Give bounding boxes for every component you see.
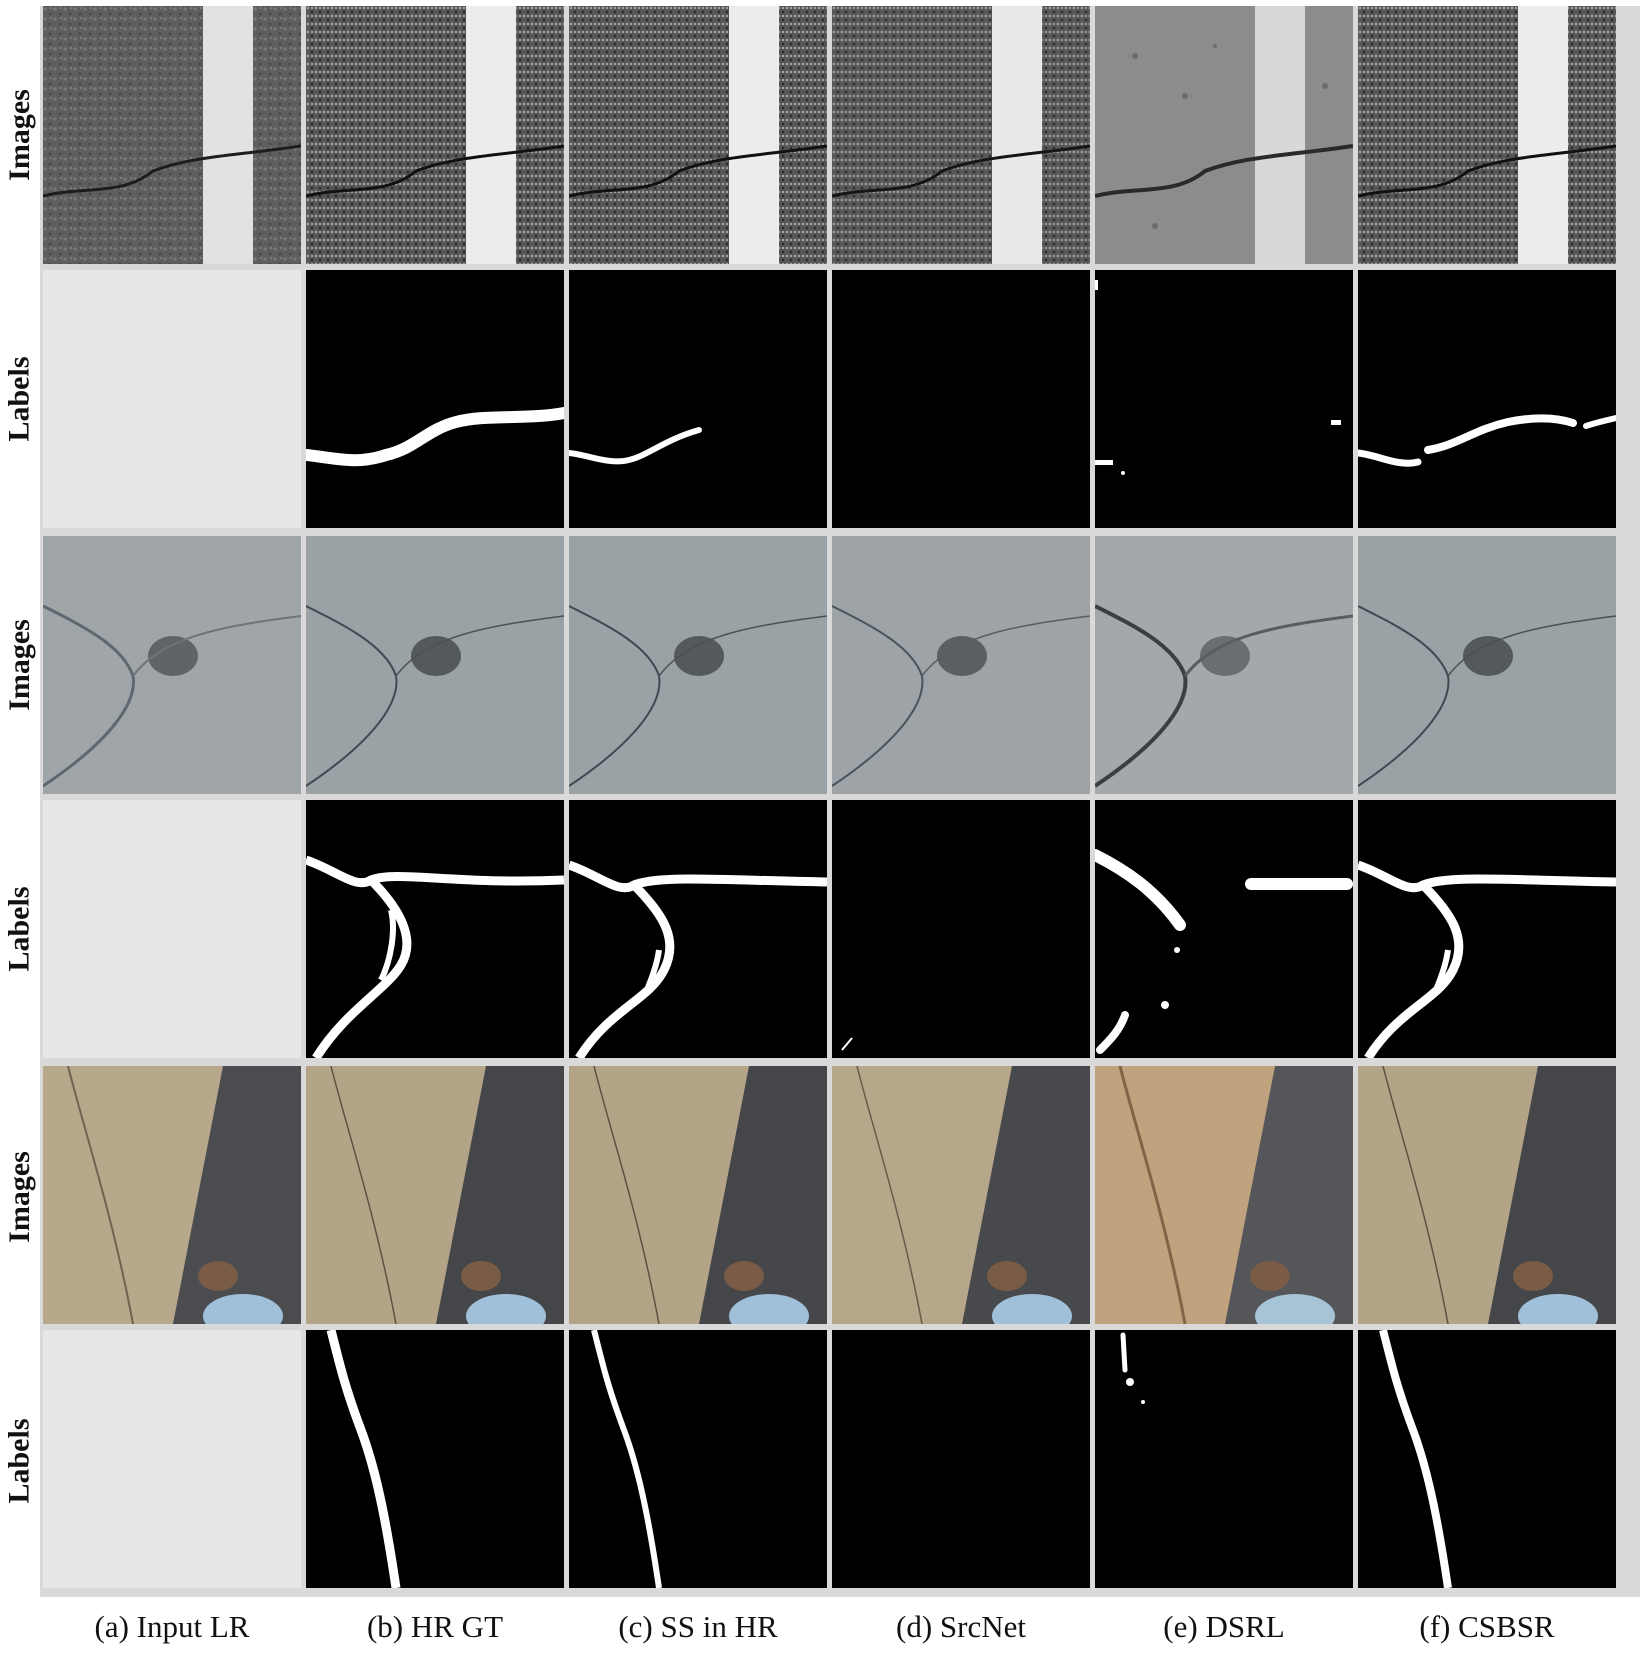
label-g3-input-lr-empty bbox=[43, 1330, 301, 1588]
caption-input-lr: (a) Input LR bbox=[94, 1609, 250, 1644]
image-g1-dsrl bbox=[1095, 6, 1353, 264]
label-g1-dsrl bbox=[1095, 270, 1353, 528]
label-g1-srcnet bbox=[832, 270, 1090, 528]
label-g3-ss-in-hr bbox=[569, 1330, 827, 1588]
label-g2-dsrl bbox=[1095, 800, 1353, 1058]
image-g3-hr-gt bbox=[306, 1066, 564, 1324]
figure-grid bbox=[40, 6, 1640, 1597]
label-g2-input-lr-empty bbox=[43, 800, 301, 1058]
image-g3-dsrl bbox=[1095, 1066, 1353, 1324]
image-g2-csbsr bbox=[1358, 536, 1616, 794]
label-g2-csbsr bbox=[1358, 800, 1616, 1058]
row-label-images-3: Images bbox=[3, 1151, 36, 1243]
row-label-images-2: Images bbox=[3, 619, 36, 711]
label-g2-srcnet bbox=[832, 800, 1090, 1058]
image-g3-ss-in-hr bbox=[569, 1066, 827, 1324]
row-label-images-1: Images bbox=[3, 89, 36, 181]
image-g3-csbsr bbox=[1358, 1066, 1616, 1324]
row-label-labels-2: Labels bbox=[3, 886, 36, 972]
image-g1-csbsr bbox=[1358, 6, 1616, 264]
caption-ss-in-hr: (c) SS in HR bbox=[618, 1609, 778, 1644]
image-g2-hr-gt bbox=[306, 536, 564, 794]
image-g3-input-lr bbox=[43, 1066, 301, 1324]
image-g1-srcnet bbox=[832, 6, 1090, 264]
caption-srcnet: (d) SrcNet bbox=[896, 1609, 1026, 1644]
image-g2-input-lr bbox=[43, 536, 301, 794]
image-g1-hr-gt bbox=[306, 6, 564, 264]
caption-hr-gt: (b) HR GT bbox=[366, 1609, 504, 1644]
image-g2-ss-in-hr bbox=[569, 536, 827, 794]
label-g1-csbsr bbox=[1358, 270, 1616, 528]
label-g3-dsrl bbox=[1095, 1330, 1353, 1588]
image-g2-dsrl bbox=[1095, 536, 1353, 794]
caption-dsrl: (e) DSRL bbox=[1163, 1609, 1285, 1644]
image-g3-srcnet bbox=[832, 1066, 1090, 1324]
label-g1-input-lr-empty bbox=[43, 270, 301, 528]
row-label-labels-3: Labels bbox=[3, 1418, 36, 1504]
image-g1-input-lr bbox=[43, 6, 301, 264]
label-g3-csbsr bbox=[1358, 1330, 1616, 1588]
column-captions: (a) Input LR (b) HR GT (c) SS in HR (d) … bbox=[40, 1605, 1640, 1649]
label-g1-ss-in-hr bbox=[569, 270, 827, 528]
label-g3-srcnet bbox=[832, 1330, 1090, 1588]
caption-csbsr: (f) CSBSR bbox=[1419, 1609, 1555, 1644]
label-g3-hr-gt bbox=[306, 1330, 564, 1588]
image-g2-srcnet bbox=[832, 536, 1090, 794]
label-g2-ss-in-hr bbox=[569, 800, 827, 1058]
label-g2-hr-gt bbox=[306, 800, 564, 1058]
image-g1-ss-in-hr bbox=[569, 6, 827, 264]
label-g1-hr-gt bbox=[306, 270, 564, 528]
row-label-labels-1: Labels bbox=[3, 356, 36, 442]
